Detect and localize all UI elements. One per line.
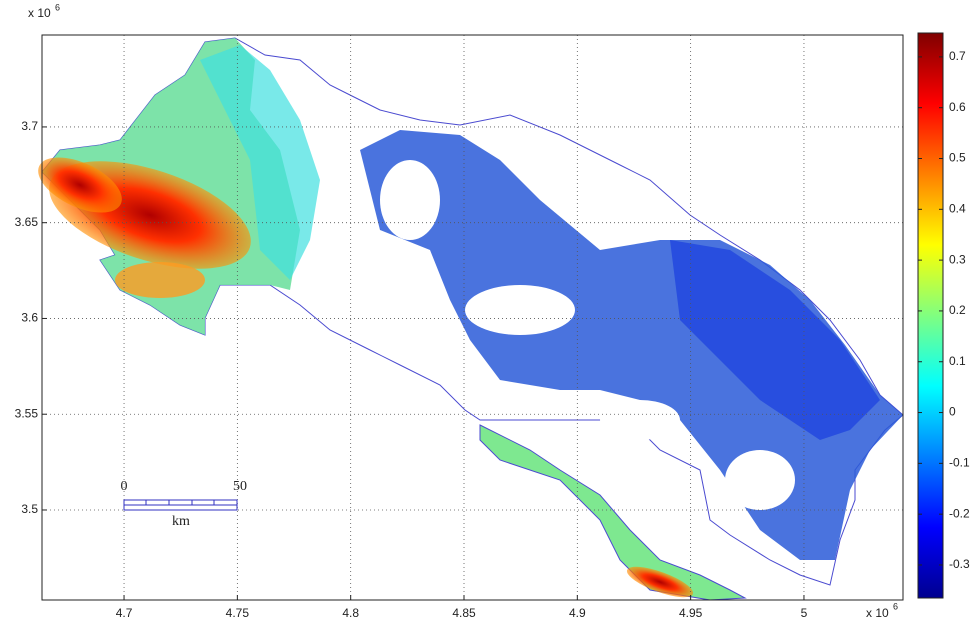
scale-bar: 0 50 km (121, 479, 248, 529)
white-gap (380, 160, 440, 240)
colorbar-tick-label: 0.2 (949, 303, 966, 317)
x-tick-label: 4.95 (679, 606, 703, 620)
scale-bar-end: 50 (233, 479, 247, 494)
x-tick-label: 5 (801, 606, 808, 620)
colorbar-tick-label: 0.4 (949, 201, 966, 215)
y-tick-label: 3.7 (21, 119, 38, 133)
x-tick-label: 4.9 (569, 606, 586, 620)
white-gap (725, 450, 795, 510)
colorbar-tick-label: 0.5 (949, 151, 966, 165)
colorbar-tick-label: -0.3 (949, 557, 970, 571)
colorbar-tick-label: -0.1 (949, 456, 970, 470)
colorbar-tick-label: 0 (949, 405, 956, 419)
x-tick-label: 4.8 (342, 606, 359, 620)
colorbar-tick-label: 0.7 (949, 49, 966, 63)
y-tick-label: 3.6 (21, 311, 38, 325)
y-scale-exponent: 6 (55, 2, 60, 12)
colorbar-tick-label: 0.3 (949, 252, 966, 266)
scale-bar-unit: km (172, 514, 190, 529)
raster-map (30, 38, 903, 603)
colorbar (918, 33, 943, 598)
y-tick-label: 3.65 (15, 215, 39, 229)
x-tick-label: 4.75 (226, 606, 250, 620)
y-scale-base: x 10 (28, 6, 51, 20)
scale-bar-start: 0 (121, 479, 128, 494)
y-tick-label: 3.55 (15, 406, 39, 420)
white-gap (465, 285, 575, 335)
map-figure: 4.74.754.84.854.94.9553.53.553.63.653.7 … (0, 0, 976, 625)
x-scale-base: x 10 (866, 606, 889, 620)
x-scale-exponent: 6 (893, 601, 898, 611)
hot-zone (115, 262, 205, 298)
x-tick-label: 4.7 (116, 606, 133, 620)
x-tick-label: 4.85 (452, 606, 476, 620)
colorbar-tick-label: -0.2 (949, 506, 970, 520)
colorbar-tick-label: 0.1 (949, 354, 966, 368)
white-gap (600, 400, 680, 440)
y-tick-label: 3.5 (21, 502, 38, 516)
colorbar-tick-label: 0.6 (949, 100, 966, 114)
